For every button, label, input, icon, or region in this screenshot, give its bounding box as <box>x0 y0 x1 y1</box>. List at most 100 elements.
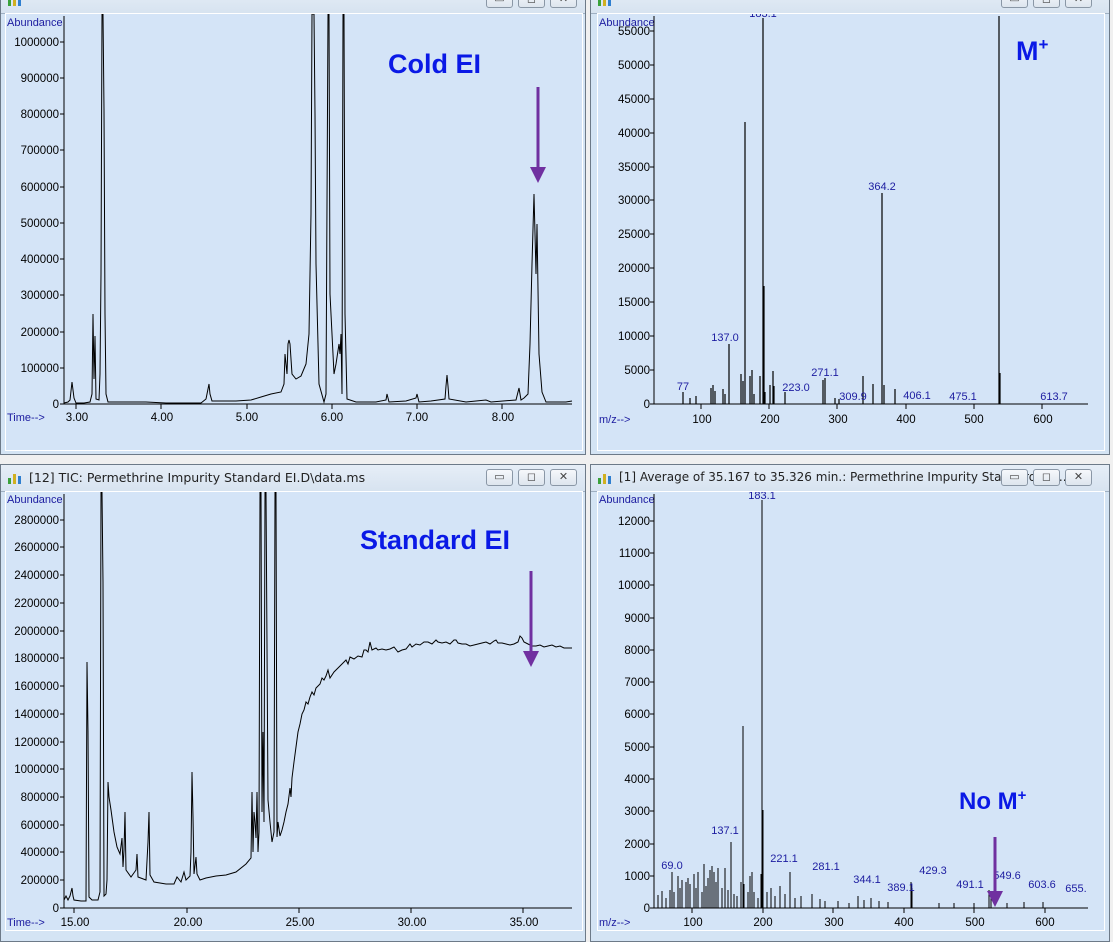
svg-text:15000: 15000 <box>618 297 650 309</box>
svg-text:500: 500 <box>964 414 983 426</box>
y-axis-label: Abundance <box>7 494 63 506</box>
svg-text:5000: 5000 <box>624 365 650 377</box>
svg-text:9000: 9000 <box>624 613 650 625</box>
minimize-button[interactable]: ▭ <box>486 0 513 8</box>
svg-text:271.1: 271.1 <box>811 367 839 379</box>
arrow-down-icon <box>530 87 546 183</box>
minimize-icon: ▭ <box>487 0 512 7</box>
svg-text:25000: 25000 <box>618 229 650 241</box>
svg-text:137.0: 137.0 <box>711 332 739 344</box>
close-button[interactable]: ✕ <box>550 0 577 8</box>
svg-text:500000: 500000 <box>21 218 59 230</box>
svg-text:15.00: 15.00 <box>61 917 90 929</box>
svg-text:4.00: 4.00 <box>151 412 173 424</box>
restore-button[interactable]: ◻ <box>518 0 545 8</box>
svg-text:35.00: 35.00 <box>510 917 539 929</box>
svg-text:700000: 700000 <box>21 145 59 157</box>
svg-text:2400000: 2400000 <box>14 570 59 582</box>
restore-button[interactable]: ◻ <box>518 469 545 486</box>
y-ticks: 0 100000 200000 300000 400000 500000 600000 7… <box>14 1 59 411</box>
svg-text:183.1: 183.1 <box>748 492 776 502</box>
minimize-icon: ▭ <box>494 471 505 483</box>
arrow-down-icon <box>987 837 1003 907</box>
restore-button[interactable]: ◻ <box>1033 469 1060 486</box>
spectrum-peaks <box>657 500 1044 908</box>
titlebar[interactable]: ▭ ◻ ✕ <box>1 0 585 14</box>
minimize-button[interactable]: ▭ <box>1001 0 1028 8</box>
x-axis-label: Time--> <box>7 412 45 424</box>
chemstation-app-icon <box>8 0 21 6</box>
svg-text:35000: 35000 <box>618 162 650 174</box>
svg-text:221.1: 221.1 <box>770 853 798 865</box>
spectrum-plot-area[interactable]: Abundance 0 5000 10000 15000 20000 25000 300… <box>597 4 1105 451</box>
svg-text:223.0: 223.0 <box>782 382 810 394</box>
svg-text:0: 0 <box>53 903 59 915</box>
titlebar[interactable]: [1] Average of 35.167 to 35.326 min.: Pe… <box>591 465 1109 492</box>
close-icon: ✕ <box>1073 471 1084 483</box>
svg-text:7000: 7000 <box>624 677 650 689</box>
svg-text:10000: 10000 <box>618 580 650 592</box>
svg-text:400: 400 <box>894 917 913 929</box>
svg-text:77: 77 <box>677 381 689 393</box>
svg-text:364.2: 364.2 <box>868 181 896 193</box>
y-ticks: 0 5000 10000 15000 20000 25000 30000 35000 400… <box>618 26 650 411</box>
peak-labels: 77 137.0 183.1 223.0 271.1 309.9 364.2 4… <box>677 4 1068 403</box>
titlebar[interactable]: [12] TIC: Permethrine Impurity Standard … <box>1 465 585 492</box>
svg-text:406.1: 406.1 <box>903 390 931 402</box>
spectrum-plot-area[interactable]: Abundance 0 1000 2000 3000 4000 5000 6000 700… <box>597 490 1105 931</box>
restore-icon: ◻ <box>1034 0 1059 7</box>
minimize-icon: ▭ <box>1009 471 1020 483</box>
tic-trace <box>63 13 573 404</box>
y-axis-label: Abundance <box>599 17 655 29</box>
svg-text:30000: 30000 <box>618 195 650 207</box>
svg-text:69.0: 69.0 <box>661 860 682 872</box>
svg-text:200000: 200000 <box>21 875 59 887</box>
close-button[interactable]: ✕ <box>550 469 577 486</box>
restore-icon: ◻ <box>526 471 537 483</box>
restore-button[interactable]: ◻ <box>1033 0 1060 8</box>
minimize-button[interactable]: ▭ <box>486 469 513 486</box>
svg-text:200: 200 <box>760 414 779 426</box>
close-icon: ✕ <box>1066 0 1091 7</box>
svg-text:3000: 3000 <box>624 806 650 818</box>
svg-text:344.1: 344.1 <box>853 874 881 886</box>
svg-text:6000: 6000 <box>624 709 650 721</box>
svg-text:655.: 655. <box>1065 883 1086 895</box>
svg-text:800000: 800000 <box>21 792 59 804</box>
close-button[interactable]: ✕ <box>1065 0 1092 8</box>
svg-text:0: 0 <box>53 399 59 411</box>
minimize-icon: ▭ <box>1002 0 1027 7</box>
svg-text:900000: 900000 <box>21 73 59 85</box>
svg-text:1200000: 1200000 <box>14 737 59 749</box>
close-icon: ✕ <box>558 471 569 483</box>
tic-plot-area[interactable]: Abundance 0 100000 200000 300000 400000 5000… <box>5 1 583 451</box>
window-title: [1] Average of 35.167 to 35.326 min.: Pe… <box>619 470 1067 484</box>
tic-plot-area[interactable]: Abundance 0 200000 400000 600000 800000 1000… <box>5 491 583 931</box>
svg-text:6.00: 6.00 <box>321 412 343 424</box>
titlebar[interactable]: ▭ ◻ ✕ <box>591 0 1109 14</box>
svg-text:309.9: 309.9 <box>839 391 867 403</box>
svg-text:100: 100 <box>683 917 702 929</box>
svg-text:400000: 400000 <box>21 847 59 859</box>
svg-text:1600000: 1600000 <box>14 681 59 693</box>
svg-text:2200000: 2200000 <box>14 598 59 610</box>
annotation-molecular-ion: M+ <box>1016 35 1048 67</box>
svg-text:10000: 10000 <box>618 331 650 343</box>
x-ticks: 3.00 4.00 5.00 6.00 7.00 8.00 <box>66 412 514 424</box>
standard-ei-mass-spectrum: Abundance 0 1000 2000 3000 4000 5000 6000 700… <box>599 490 1088 929</box>
annotation-no-molecular-ion: No M+ <box>959 787 1026 816</box>
close-button[interactable]: ✕ <box>1065 469 1092 486</box>
cold-ei-chromatogram: Abundance 0 100000 200000 300000 400000 5000… <box>7 1 573 424</box>
annotation-superscript: + <box>1017 787 1027 804</box>
svg-text:800000: 800000 <box>21 109 59 121</box>
svg-text:0: 0 <box>644 903 650 915</box>
svg-text:8000: 8000 <box>624 645 650 657</box>
svg-text:11000: 11000 <box>619 548 650 560</box>
svg-text:2000000: 2000000 <box>14 626 59 638</box>
svg-text:137.1: 137.1 <box>711 825 739 837</box>
chemstation-app-icon <box>8 474 21 484</box>
close-icon: ✕ <box>551 0 576 7</box>
svg-text:8.00: 8.00 <box>492 412 514 424</box>
minimize-button[interactable]: ▭ <box>1001 469 1028 486</box>
svg-text:4000: 4000 <box>624 774 650 786</box>
